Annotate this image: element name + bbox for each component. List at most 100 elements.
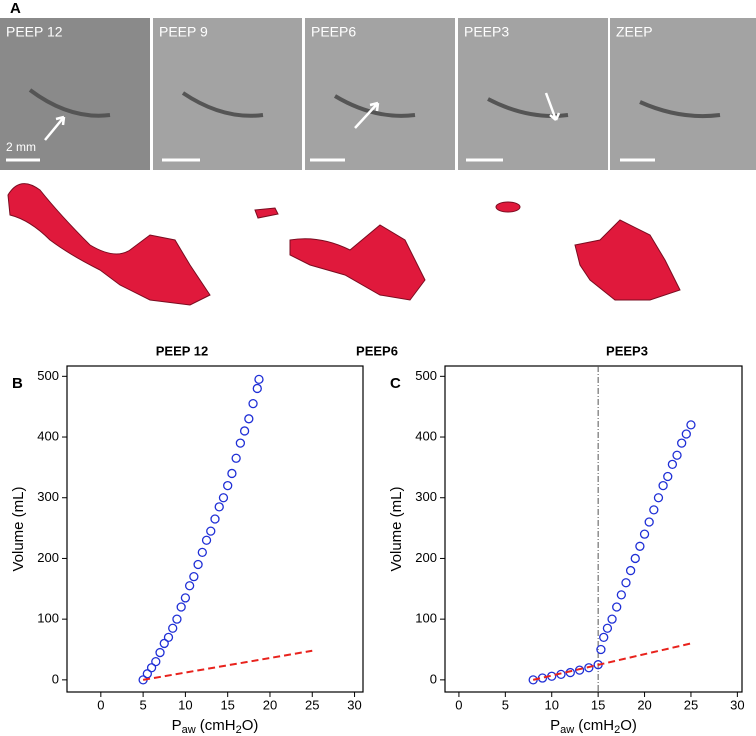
data-point <box>252 383 262 394</box>
data-point <box>616 590 626 600</box>
data-point <box>201 535 212 545</box>
x-axis-title-part: (cmH <box>196 717 236 734</box>
rendering-label: PEEP3 <box>606 343 648 358</box>
rendering-label: PEEP 12 <box>156 343 209 358</box>
y-tick-label: 100 <box>415 611 437 626</box>
trend-line <box>532 642 692 681</box>
data-point <box>584 663 594 673</box>
x-tick-label: 20 <box>263 697 277 712</box>
data-point <box>151 656 161 667</box>
y-axis-title: Volume (mL) <box>388 486 405 571</box>
ct-vessel <box>181 91 264 118</box>
data-point <box>612 602 622 612</box>
ct-image <box>0 18 150 170</box>
data-point <box>206 526 216 536</box>
data-point <box>599 632 609 643</box>
ct-vessel <box>639 100 721 119</box>
data-point <box>649 505 659 515</box>
y-tick-label: 300 <box>415 489 437 504</box>
data-point <box>254 374 264 385</box>
x-tick-label: 20 <box>637 697 651 712</box>
ct-vessel <box>487 97 569 118</box>
data-point <box>180 593 191 603</box>
data-point <box>235 438 246 448</box>
data-point <box>239 426 250 436</box>
y-axis-title: Volume (mL) <box>10 486 27 571</box>
ct-vessel <box>333 94 416 118</box>
plot-frame <box>444 365 743 693</box>
scale-label: 2 mm <box>6 140 36 154</box>
data-point <box>218 493 229 503</box>
data-point <box>635 541 645 551</box>
ct-strip: PEEP 12 PEEP 9 PEEP6 PEEP3 ZEEP <box>0 18 756 170</box>
y-tick-label: 500 <box>415 368 437 383</box>
data-point <box>248 398 258 409</box>
rendering-label: PEEP6 <box>356 343 398 358</box>
ct-label: PEEP3 <box>464 24 509 40</box>
y-tick-label: 200 <box>415 550 437 565</box>
y-tick-label: 400 <box>415 428 437 443</box>
data-point <box>596 644 606 655</box>
data-point <box>644 517 654 527</box>
data-point <box>621 578 631 588</box>
ct-image <box>153 18 302 170</box>
x-axis-title-part: aw <box>182 724 196 736</box>
data-point <box>677 438 687 448</box>
data-point <box>653 493 664 503</box>
y-tick-label: 300 <box>37 489 59 504</box>
x-axis-title-part: O) <box>242 717 259 734</box>
ct-image <box>305 18 455 170</box>
rendering <box>7 183 681 306</box>
data-point <box>607 614 617 624</box>
y-tick-label: 100 <box>37 611 59 626</box>
y-tick-label: 400 <box>37 428 59 443</box>
data-point <box>155 647 165 658</box>
data-point <box>227 468 237 479</box>
data-point <box>244 414 254 424</box>
x-tick-label: 5 <box>139 697 146 712</box>
x-axis-title-part: 2 <box>236 724 242 736</box>
y-tick-label: 500 <box>37 368 59 383</box>
arrow <box>44 115 66 141</box>
x-axis-title-part: P <box>550 717 560 734</box>
x-tick-label: 25 <box>305 697 319 712</box>
data-point <box>210 514 220 524</box>
y-tick-label: 0 <box>52 671 59 686</box>
panel-label: C <box>390 375 401 392</box>
data-point <box>159 638 169 649</box>
data-point <box>686 420 696 430</box>
ct-label: PEEP6 <box>311 24 356 40</box>
data-point <box>672 450 682 460</box>
data-point <box>142 669 152 679</box>
x-tick-label: 30 <box>730 697 744 712</box>
plot-frame <box>66 365 364 693</box>
data-point <box>146 663 157 673</box>
data-point <box>163 632 174 643</box>
x-tick-label: 30 <box>347 697 361 712</box>
data-point <box>184 581 195 591</box>
x-tick-label: 10 <box>545 697 559 712</box>
data-point <box>197 547 207 558</box>
data-point <box>667 459 678 469</box>
data-point <box>681 429 691 439</box>
y-tick-label: 0 <box>430 671 437 686</box>
arrow <box>544 92 561 121</box>
data-point <box>172 614 182 624</box>
ct-label: PEEP 9 <box>159 24 208 40</box>
x-axis-title: Paw (cmH2O) <box>550 717 637 736</box>
x-tick-label: 0 <box>455 697 462 712</box>
data-point <box>189 572 199 582</box>
x-tick-label: 10 <box>178 697 192 712</box>
data-point <box>625 565 636 576</box>
data-point <box>658 480 668 491</box>
data-point <box>663 471 673 482</box>
x-axis-title-part: 2 <box>614 724 620 736</box>
data-point <box>176 602 186 612</box>
data-point <box>168 623 178 633</box>
data-point <box>231 453 241 463</box>
data-point <box>639 529 650 539</box>
x-tick-label: 15 <box>591 697 605 712</box>
y-tick-label: 200 <box>37 550 59 565</box>
